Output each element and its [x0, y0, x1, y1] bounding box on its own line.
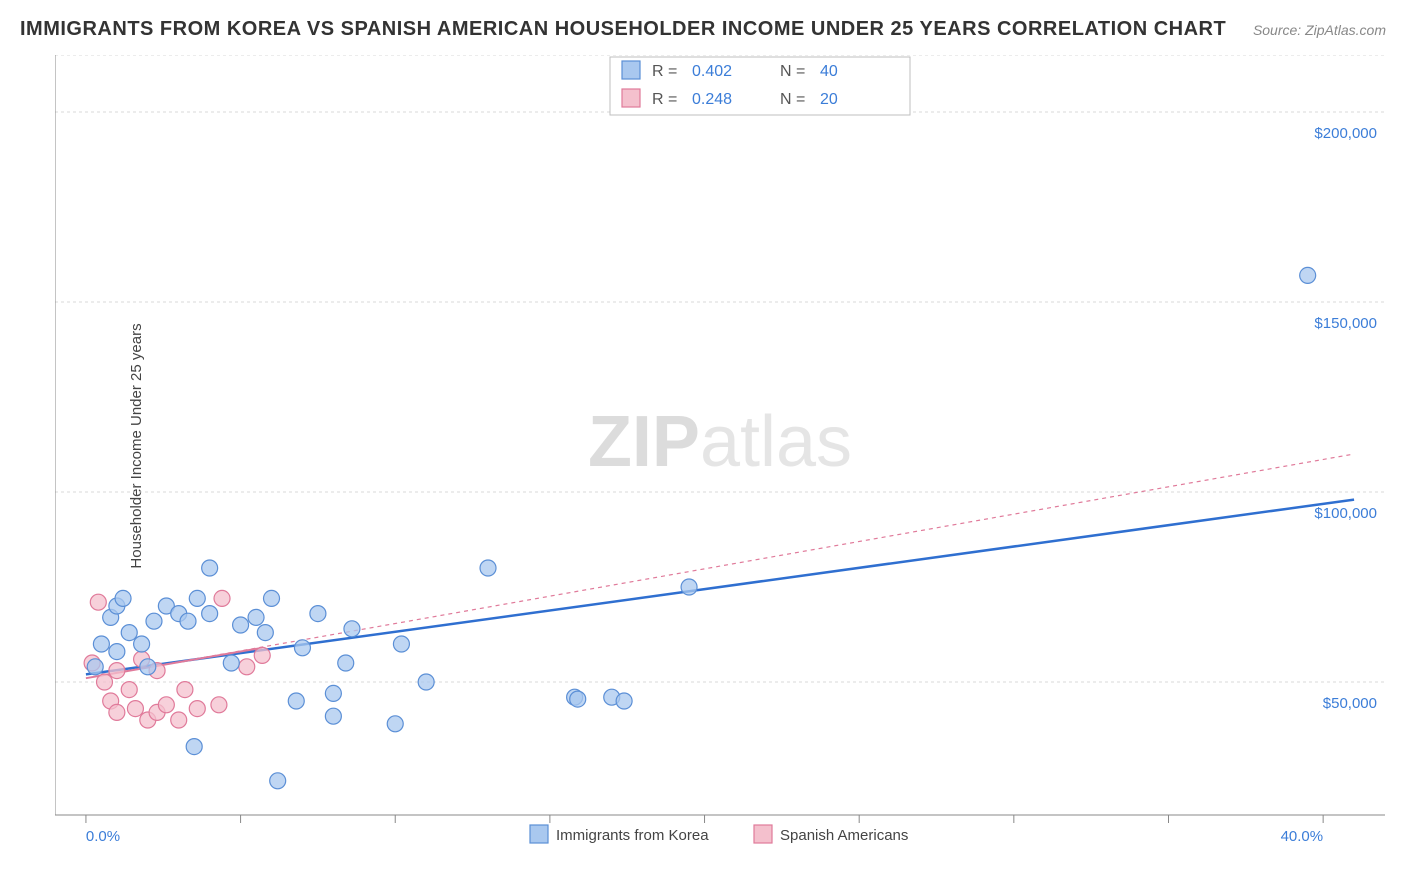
- regression-line-spanish: [86, 454, 1354, 678]
- data-point-korea: [202, 560, 218, 576]
- chart-source: Source: ZipAtlas.com: [1253, 22, 1386, 38]
- data-point-korea: [248, 609, 264, 625]
- data-point-korea: [1300, 267, 1316, 283]
- stats-legend-swatch: [622, 61, 640, 79]
- data-point-korea: [310, 606, 326, 622]
- data-point-korea: [393, 636, 409, 652]
- series-legend-label: Immigrants from Korea: [556, 827, 709, 844]
- data-point-korea: [140, 659, 156, 675]
- stats-legend-r-label: R =: [652, 63, 677, 80]
- data-point-spanish: [127, 701, 143, 717]
- x-axis-start-label: 0.0%: [86, 828, 120, 845]
- data-point-korea: [134, 636, 150, 652]
- plot-area: ZIPatlas $50,000$100,000$150,000$200,000…: [55, 55, 1385, 845]
- chart-container: IMMIGRANTS FROM KOREA VS SPANISH AMERICA…: [0, 0, 1406, 892]
- data-point-korea: [325, 708, 341, 724]
- data-point-korea: [257, 625, 273, 641]
- data-point-korea: [294, 640, 310, 656]
- data-point-korea: [681, 579, 697, 595]
- stats-legend-n-label: N =: [780, 91, 805, 108]
- data-point-spanish: [171, 712, 187, 728]
- y-tick-label: $50,000: [1323, 695, 1377, 712]
- data-point-korea: [202, 606, 218, 622]
- data-point-korea: [146, 613, 162, 629]
- data-point-korea: [186, 739, 202, 755]
- data-point-korea: [121, 625, 137, 641]
- data-point-spanish: [109, 704, 125, 720]
- regression-line-korea: [86, 500, 1354, 675]
- data-point-korea: [264, 590, 280, 606]
- data-point-korea: [288, 693, 304, 709]
- data-point-korea: [189, 590, 205, 606]
- data-point-spanish: [109, 663, 125, 679]
- y-tick-label: $200,000: [1314, 125, 1377, 142]
- data-point-korea: [87, 659, 103, 675]
- data-point-korea: [233, 617, 249, 633]
- data-point-korea: [338, 655, 354, 671]
- data-point-korea: [223, 655, 239, 671]
- data-point-korea: [109, 644, 125, 660]
- data-point-korea: [418, 674, 434, 690]
- data-point-spanish: [158, 697, 174, 713]
- data-point-korea: [93, 636, 109, 652]
- data-point-spanish: [211, 697, 227, 713]
- data-point-korea: [344, 621, 360, 637]
- data-point-korea: [270, 773, 286, 789]
- data-point-spanish: [177, 682, 193, 698]
- y-tick-label: $150,000: [1314, 315, 1377, 332]
- data-point-spanish: [214, 590, 230, 606]
- chart-title: IMMIGRANTS FROM KOREA VS SPANISH AMERICA…: [20, 18, 1226, 41]
- data-point-korea: [115, 590, 131, 606]
- stats-legend-swatch: [622, 89, 640, 107]
- data-point-spanish: [96, 674, 112, 690]
- stats-legend-r-value: 0.248: [692, 91, 732, 108]
- stats-legend-n-value: 40: [820, 63, 838, 80]
- stats-legend-n-value: 20: [820, 91, 838, 108]
- stats-legend-r-label: R =: [652, 91, 677, 108]
- y-tick-label: $100,000: [1314, 505, 1377, 522]
- stats-legend-n-label: N =: [780, 63, 805, 80]
- series-legend-label: Spanish Americans: [780, 827, 908, 844]
- data-point-korea: [616, 693, 632, 709]
- data-point-korea: [387, 716, 403, 732]
- data-point-korea: [480, 560, 496, 576]
- data-point-korea: [325, 685, 341, 701]
- series-legend-swatch: [530, 825, 548, 843]
- scatter-plot-svg: $50,000 $100,000 $150,000 $200,000 0.0% 40.0%…: [55, 55, 1385, 845]
- data-point-spanish: [239, 659, 255, 675]
- data-point-korea: [570, 691, 586, 707]
- data-point-spanish: [189, 701, 205, 717]
- series-legend-swatch: [754, 825, 772, 843]
- data-point-spanish: [90, 594, 106, 610]
- data-point-korea: [180, 613, 196, 629]
- data-point-spanish: [121, 682, 137, 698]
- x-axis-end-label: 40.0%: [1281, 828, 1324, 845]
- data-point-spanish: [254, 647, 270, 663]
- stats-legend-r-value: 0.402: [692, 63, 732, 80]
